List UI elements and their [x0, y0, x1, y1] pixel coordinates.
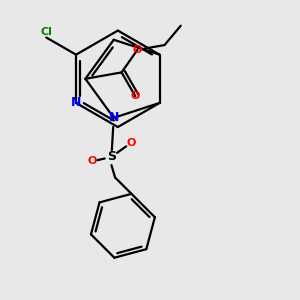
- Text: S: S: [107, 150, 116, 164]
- Text: O: O: [131, 91, 140, 101]
- Text: O: O: [133, 45, 142, 55]
- Text: O: O: [126, 138, 135, 148]
- Text: O: O: [88, 157, 97, 166]
- Text: N: N: [71, 96, 81, 110]
- Text: Cl: Cl: [40, 27, 52, 38]
- Text: N: N: [109, 111, 119, 124]
